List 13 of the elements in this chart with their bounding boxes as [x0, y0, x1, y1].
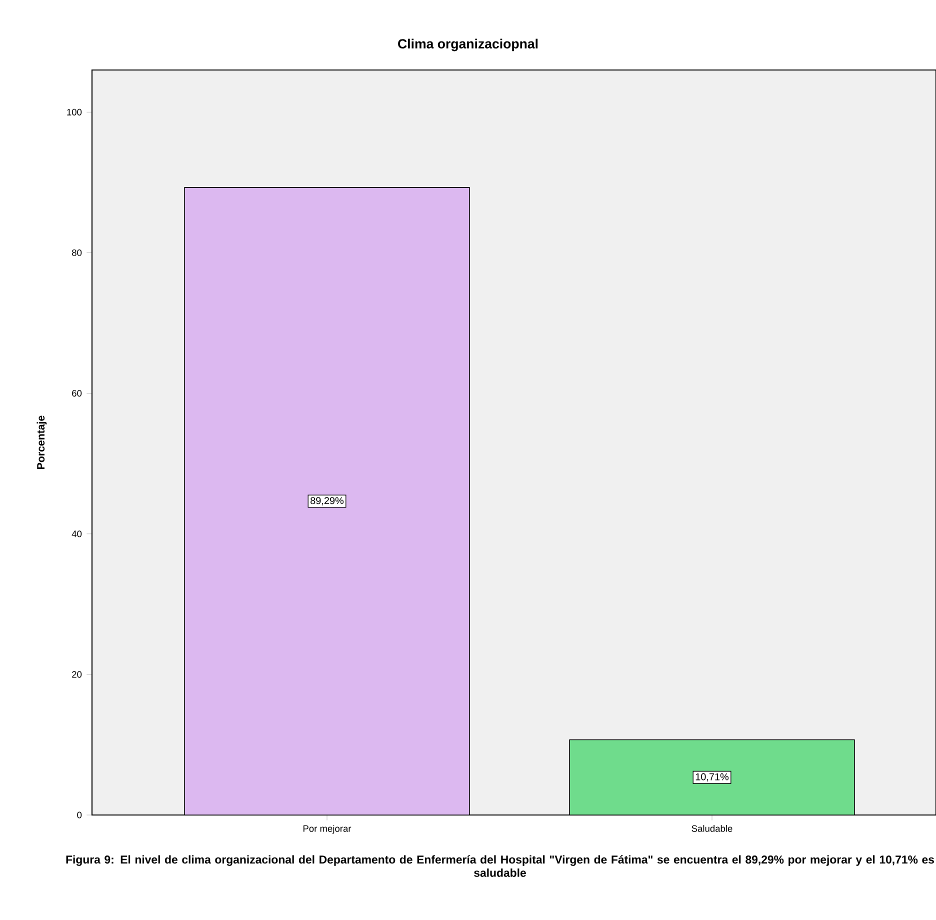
data-label: 89,29% [310, 497, 344, 506]
data-label: 10,71% [696, 773, 729, 782]
y-tick-label: 40 [72, 530, 82, 538]
y-tick-label: 20 [72, 671, 82, 678]
chart-title: Clima organizaciopnal [398, 38, 538, 52]
x-tick-label: Saludable [692, 825, 732, 832]
y-tick-label: 80 [72, 249, 82, 256]
y-tick-label: 100 [67, 108, 82, 116]
y-axis-title: Porcentaje [36, 416, 47, 469]
y-tick-label: 0 [77, 812, 82, 818]
text: Figura 9: El nivel de clima organizacional del Departamento de Enfermería del Hospital "Virgen de Fátima" se encuentra el 89,29% por mejorar y el 10,71% es saludable [66, 855, 934, 877]
x-tick-label: Por mejorar [303, 825, 352, 834]
y-tick-label: 60 [72, 390, 82, 397]
